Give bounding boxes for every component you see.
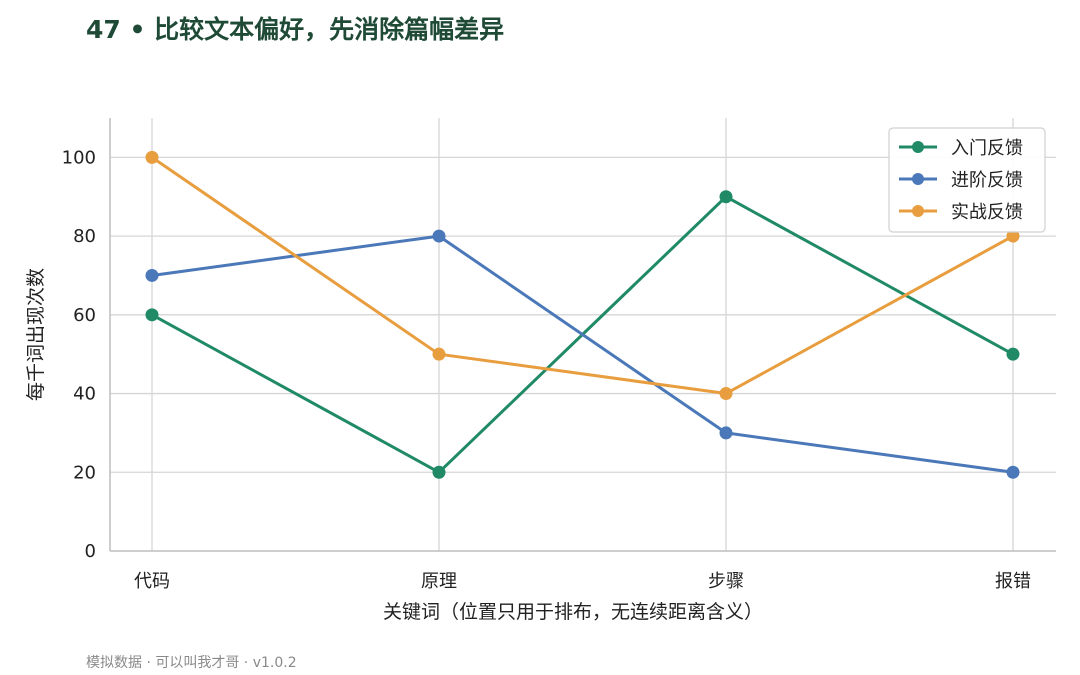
y-tick-label: 40 (73, 384, 96, 405)
legend-label: 实战反馈 (951, 202, 1023, 223)
y-tick-label: 80 (73, 226, 96, 247)
series-group (145, 229, 1020, 479)
legend-swatch-marker (912, 205, 924, 217)
series-line (150, 234, 1015, 474)
x-tick-label: 报错 (995, 571, 1031, 592)
chart-title: 47 • 比较文本偏好，先消除篇幅差异 (86, 15, 505, 44)
legend-label: 入门反馈 (951, 138, 1023, 159)
legend-item: 入门反馈 (899, 138, 1023, 159)
data-point (145, 268, 159, 282)
legend-swatch-marker (912, 173, 924, 185)
series-line (150, 155, 1015, 396)
y-tick-label: 20 (73, 462, 96, 483)
series-layer (145, 150, 1020, 479)
x-tick-label: 原理 (421, 571, 457, 592)
y-axis-label: 每千词出现次数 (25, 268, 47, 401)
footer-note: 模拟数据 · 可以叫我才哥 · v1.0.2 (86, 655, 297, 671)
data-point (145, 308, 159, 322)
legend-item: 进阶反馈 (899, 170, 1023, 191)
data-point (432, 229, 446, 243)
y-tick-label: 100 (62, 147, 96, 168)
data-point (719, 426, 733, 440)
data-point (145, 150, 159, 164)
x-tick-label: 步骤 (708, 571, 744, 592)
data-point (1006, 229, 1020, 243)
data-point (1006, 465, 1020, 479)
y-tick-label: 0 (85, 541, 96, 562)
axis-layer: 0 20 40 60 80 100 代码 原理 步骤 报错 (62, 118, 1056, 592)
data-point (432, 465, 446, 479)
data-point (719, 190, 733, 204)
data-point (432, 347, 446, 361)
legend-label: 进阶反馈 (951, 170, 1023, 191)
data-point (1006, 347, 1020, 361)
legend-box (888, 127, 1046, 233)
data-point (719, 387, 733, 401)
legend-item: 实战反馈 (899, 202, 1023, 223)
x-tick-label: 代码 (134, 571, 170, 592)
x-axis-label: 关键词（位置只用于排布，无连续距离含义） (383, 601, 763, 623)
series-group (145, 150, 1020, 401)
legend-swatch-marker (912, 141, 924, 153)
y-tick-label: 60 (73, 305, 96, 326)
